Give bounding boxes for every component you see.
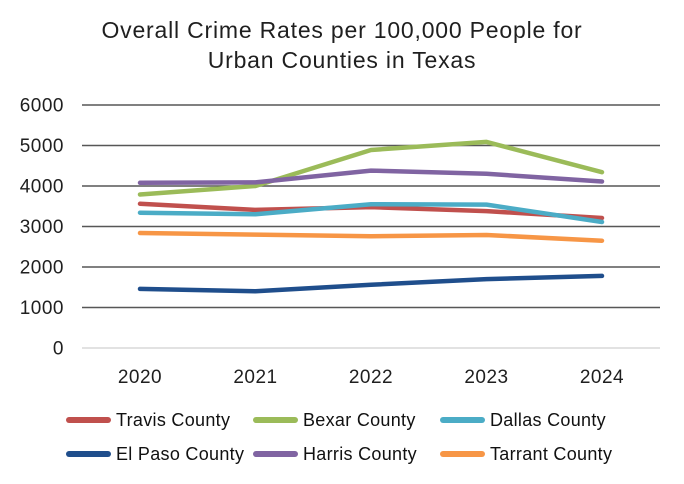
legend-item-harris-county: Harris County bbox=[253, 440, 440, 468]
legend-item-el-paso-county: El Paso County bbox=[66, 440, 253, 468]
dallas-county-swatch-icon bbox=[440, 417, 485, 423]
chart-title: Overall Crime Rates per 100,000 People f… bbox=[0, 15, 684, 75]
svg-text:2023: 2023 bbox=[464, 367, 508, 388]
svg-text:5000: 5000 bbox=[20, 136, 64, 157]
legend-row-1: Travis County Bexar County Dallas County bbox=[66, 406, 606, 434]
el-paso-county-swatch-icon bbox=[66, 451, 111, 457]
legend-item-tarrant-county: Tarrant County bbox=[440, 440, 612, 468]
legend-label: Dallas County bbox=[490, 409, 606, 430]
legend-item-travis-county: Travis County bbox=[66, 406, 253, 434]
svg-text:4000: 4000 bbox=[20, 177, 64, 198]
svg-text:2024: 2024 bbox=[580, 367, 624, 388]
chart-title-line-1: Overall Crime Rates per 100,000 People f… bbox=[101, 17, 583, 43]
svg-text:2022: 2022 bbox=[349, 367, 393, 388]
svg-text:1000: 1000 bbox=[20, 298, 64, 319]
svg-text:2021: 2021 bbox=[233, 367, 277, 388]
legend-label: Harris County bbox=[303, 443, 417, 464]
legend-item-bexar-county: Bexar County bbox=[253, 406, 440, 434]
chart-title-line-2: Urban Counties in Texas bbox=[207, 47, 477, 73]
legend-label: Tarrant County bbox=[490, 443, 613, 464]
legend-label: Bexar County bbox=[303, 409, 416, 430]
svg-text:0: 0 bbox=[53, 339, 64, 360]
svg-text:2020: 2020 bbox=[118, 367, 162, 388]
svg-text:3000: 3000 bbox=[20, 217, 64, 238]
legend-label: El Paso County bbox=[116, 443, 245, 464]
svg-text:6000: 6000 bbox=[20, 96, 64, 117]
travis-county-swatch-icon bbox=[66, 417, 111, 423]
legend-label: Travis County bbox=[116, 409, 231, 430]
bexar-county-swatch-icon bbox=[253, 417, 298, 423]
harris-county-swatch-icon bbox=[253, 451, 298, 457]
legend-item-dallas-county: Dallas County bbox=[440, 406, 606, 434]
tarrant-county-swatch-icon bbox=[440, 451, 485, 457]
legend-row-2: El Paso County Harris County Tarrant Cou… bbox=[66, 440, 612, 468]
svg-text:2000: 2000 bbox=[20, 258, 64, 279]
